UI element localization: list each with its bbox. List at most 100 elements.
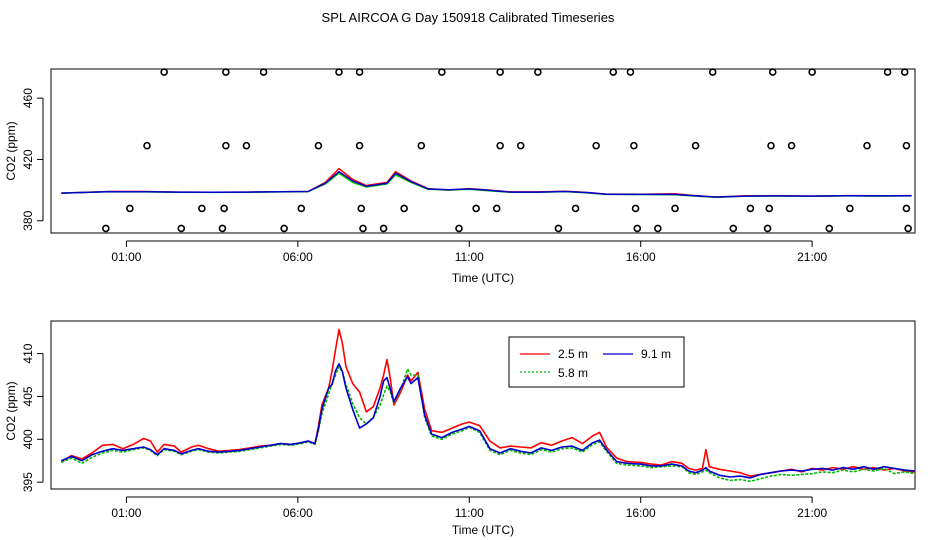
data-point [609,68,618,76]
data-point [671,204,679,213]
x-tick-label: 16:00 [626,250,656,264]
x-axis: 01:00 06:00 11:00 16:00 21:00 [111,240,827,264]
data-point [400,204,408,213]
data-point [455,224,463,233]
series-line [60,328,916,477]
data-point [571,204,580,213]
data-point [126,204,134,213]
y-axis: 380 420 460 [21,88,44,231]
x-tick-label: 11:00 [455,250,484,264]
data-point [496,68,504,76]
data-point [630,141,638,150]
data-point [554,224,563,233]
panel-bottom: 01:00 06:00 11:00 16:00 21:00 395 400 405 410 T… [4,320,916,537]
plot-data [61,68,912,233]
data-point [767,141,775,150]
data-point [355,141,364,150]
data-point [280,224,288,233]
data-point [222,141,230,150]
x-axis-label: Time (UTC) [452,523,514,537]
data-point [496,141,504,150]
data-point [492,204,501,213]
data-point [534,68,542,76]
y-axis-label: CO2 (ppm) [4,121,18,180]
data-point [633,224,642,233]
x-tick-label: 01:00 [111,250,141,264]
series-line [61,172,912,199]
y-axis: 395 400 405 410 [21,343,44,492]
panel-top: 01:00 06:00 11:00 16:00 21:00 380 420 460 Time… [4,68,916,285]
data-point [357,204,366,213]
legend: 2.5 m 5.8 m 9.1 m [508,336,685,388]
x-axis-label: Time (UTC) [452,271,514,285]
data-point [177,224,186,233]
plot-frame [50,68,916,234]
data-point [729,224,738,233]
data-point [808,68,816,76]
plot-frame [50,320,916,490]
data-point [102,224,110,233]
data-point [222,68,230,76]
y-tick-label: 410 [21,343,35,363]
x-tick-label: 11:00 [455,506,484,520]
data-point [825,224,834,233]
data-point [626,68,635,76]
data-point [883,68,892,76]
data-point [768,68,777,76]
data-point [314,141,323,150]
data-point [160,68,168,76]
data-point [763,224,772,233]
x-tick-label: 01:00 [111,506,141,520]
legend-label: 9.1 m [641,347,671,361]
y-axis-label: CO2 (ppm) [4,381,18,440]
data-point [902,141,911,150]
y-tick-label: 460 [21,88,35,108]
data-point [904,224,912,233]
y-tick-label: 405 [21,386,35,406]
x-axis: 01:00 06:00 11:00 16:00 21:00 [111,496,827,520]
series-line [60,363,916,479]
y-tick-label: 395 [21,472,35,492]
data-point [863,141,871,150]
legend-label: 5.8 m [558,366,588,380]
x-tick-label: 06:00 [283,250,313,264]
data-point [765,204,774,213]
data-point [198,204,206,213]
data-point [900,68,909,76]
data-point [787,141,796,150]
data-point [417,141,426,150]
data-point [902,204,911,213]
x-tick-label: 21:00 [797,250,827,264]
legend-label: 2.5 m [558,347,588,361]
data-point [691,141,700,150]
data-point [438,68,446,76]
y-tick-label: 380 [21,210,35,230]
x-tick-label: 21:00 [797,506,827,520]
data-point [379,224,388,233]
data-point [355,68,364,76]
data-point [746,204,755,213]
y-tick-label: 400 [21,429,35,449]
x-tick-label: 16:00 [626,506,656,520]
data-point [654,224,662,233]
series-line [61,170,912,198]
data-point [218,224,227,233]
legend-box [508,336,685,388]
x-tick-label: 06:00 [283,506,313,520]
data-point [143,141,151,150]
series-line [60,365,916,483]
data-point [846,204,854,213]
y-tick-label: 420 [21,149,35,169]
data-point [259,68,268,76]
data-point [516,141,525,150]
data-point [631,204,640,213]
data-point [220,204,228,213]
data-point [708,68,717,76]
data-point [472,204,480,213]
data-point [242,141,251,150]
data-point [359,224,367,233]
data-point [592,141,600,150]
data-point [297,204,306,213]
